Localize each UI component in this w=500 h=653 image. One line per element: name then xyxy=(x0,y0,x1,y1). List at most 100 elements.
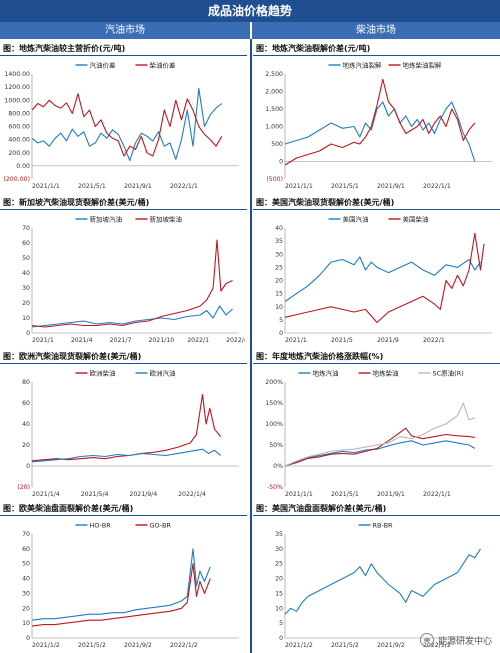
x-tick-label: 2022/1 xyxy=(187,337,209,344)
series-line xyxy=(284,256,481,302)
x-tick-label: 2021/9/2 xyxy=(124,642,152,649)
chart-title: 图：地炼汽柴油裂解价差(元/吨) xyxy=(256,44,371,53)
page-title: 成品油价格趋势 xyxy=(0,0,500,22)
y-tick-label: 0 xyxy=(26,330,30,337)
series-line xyxy=(284,232,485,324)
y-tick-label: 50 xyxy=(22,561,30,568)
y-tick-label: 10 xyxy=(275,304,283,311)
y-tick-label: 30 xyxy=(22,590,30,597)
x-tick-label: 2021/9/1 xyxy=(124,183,152,190)
x-tick-label: 2022/4 xyxy=(226,337,245,344)
x-tick-label: 2021/10 xyxy=(148,337,174,344)
y-tick-label: 20 xyxy=(275,576,283,583)
chart-title: 图：新加坡汽柴油现货裂解价差(美元/桶) xyxy=(3,198,150,207)
section-divider xyxy=(250,39,252,653)
section-diesel: 柴油市场 xyxy=(252,22,500,39)
legend-label: 美国汽油 xyxy=(343,215,369,224)
y-tick-label: 100% xyxy=(265,421,283,428)
series-line xyxy=(31,448,222,463)
y-tick-label: 20 xyxy=(22,605,30,612)
y-tick-label: 500 xyxy=(271,141,283,148)
y-tick-label: 5 xyxy=(279,620,283,627)
y-tick-label: 70 xyxy=(22,531,30,538)
y-tick-label: 10 xyxy=(275,605,283,612)
y-tick-label: 0.00 xyxy=(16,163,30,170)
y-tick-label: 200.00 xyxy=(8,150,30,157)
x-tick-label: 2022/1/1 xyxy=(423,491,451,498)
x-tick-label: 2022/1/2 xyxy=(423,642,451,649)
legend-label: 柴油价差 xyxy=(150,61,177,70)
chart-panel-3: 图：新加坡汽柴油现货裂解价差(美元/桶) 70 60 50 40 30 20 10 0 2021… xyxy=(0,195,247,348)
x-tick-label: 2021/5/1 xyxy=(331,183,359,190)
y-tick-label: 10 xyxy=(22,315,30,322)
x-tick-label: 2021/1 xyxy=(285,337,307,344)
x-tick-label: 2021/9/1 xyxy=(377,183,405,190)
y-tick-label: 0 xyxy=(26,635,30,642)
x-tick-label: 2022/1 xyxy=(423,337,445,344)
y-tick-label: 70 xyxy=(22,225,30,232)
x-tick-label: 2021/5 xyxy=(331,337,353,344)
chart-panel-2: 图：地炼汽柴油裂解价差(元/吨) 2,500 2,000 1,500 1,000 500… xyxy=(253,41,500,194)
y-tick-label: 20 xyxy=(275,278,283,285)
y-tick-label: 20 xyxy=(22,300,30,307)
y-tick-label: 1,000 xyxy=(265,124,283,131)
x-tick-label: 2022/1/2 xyxy=(170,642,198,649)
x-tick-label: 2021/5/2 xyxy=(78,642,106,649)
chart-title: 图：地炼汽柴油较主营折价(元/吨) xyxy=(3,44,126,53)
x-tick-label: 2021/5/1 xyxy=(331,491,359,498)
y-tick-label: 25 xyxy=(275,561,283,568)
legend-label: RB-BR xyxy=(373,522,394,530)
series-line xyxy=(31,305,233,328)
x-tick-label: 2021/1/1 xyxy=(285,491,313,498)
x-tick-label: 2021/5/4 xyxy=(81,491,109,498)
x-tick-label: 2022/1/4 xyxy=(178,491,206,498)
legend-label: 地炼汽油 xyxy=(313,369,339,378)
chart-panel-6: 图：年度地炼汽柴油价格涨跌幅(%) 200% 150% 100% 50% 0% -50% 2… xyxy=(253,349,500,502)
y-tick-label: 5 xyxy=(279,317,283,324)
series-line xyxy=(284,402,475,467)
chart-title: 图：美国汽柴油现货裂解价差(美元/桶) xyxy=(256,198,395,207)
x-tick-label: 2022/1/1 xyxy=(423,183,451,190)
y-tick-label: 2,000 xyxy=(265,89,283,96)
y-tick-label: 80 xyxy=(22,379,30,386)
series-line xyxy=(284,78,476,166)
y-tick-label: (500) xyxy=(266,176,283,183)
x-tick-label: 2021/5/1 xyxy=(78,183,106,190)
chart-svg: 2,500 2,000 1,500 1,000 500 0 (500)2021/1/1 202… xyxy=(265,61,492,190)
chart-title: 图：欧洲汽柴油现货裂解价差(美元/桶) xyxy=(3,352,142,361)
y-tick-label: 30 xyxy=(22,285,30,292)
chart-panel-7: 图：欧美柴油盘面裂解价差(美元/桶) 70 60 50 40 30 20 10 0 2021/1… xyxy=(0,501,247,653)
y-tick-label: 60 xyxy=(22,546,30,553)
chart-title: 图：欧美柴油盘面裂解价差(美元/桶) xyxy=(3,504,134,513)
y-tick-label: 40 xyxy=(22,576,30,583)
y-tick-label: 1,500 xyxy=(265,106,283,113)
y-tick-label: (20) xyxy=(17,484,30,491)
x-tick-label: 2021/9/2 xyxy=(377,642,405,649)
legend-label: SC原油(R) xyxy=(433,369,464,378)
x-tick-label: 2021/9/4 xyxy=(129,491,157,498)
legend-label: 新加坡柴油 xyxy=(150,215,183,224)
y-tick-label: 30 xyxy=(275,251,283,258)
y-tick-label: 1400.00 xyxy=(4,71,30,78)
x-tick-label: 2021/1 xyxy=(32,337,54,344)
y-tick-label: 800.00 xyxy=(8,110,30,117)
legend-label: 地炼柴油裂解 xyxy=(403,61,443,70)
chart-title: 图：美国汽油盘面裂解价差(美元/桶) xyxy=(256,504,387,513)
series-line xyxy=(284,427,475,467)
chart-title: 图：年度地炼汽柴油价格涨跌幅(%) xyxy=(256,352,384,361)
y-tick-label: 1000.00 xyxy=(4,97,30,104)
y-tick-label: 25 xyxy=(275,264,283,271)
series-line xyxy=(31,239,233,328)
y-tick-label: 200% xyxy=(265,379,283,386)
x-tick-label: 2021/7 xyxy=(110,337,132,344)
y-tick-label: 2,500 xyxy=(265,71,283,78)
x-tick-label: 2022/1/1 xyxy=(170,183,198,190)
y-tick-label: 40 xyxy=(22,421,30,428)
x-tick-label: 2021/9/1 xyxy=(377,491,405,498)
y-tick-label: 150% xyxy=(265,400,283,407)
y-tick-label: 50 xyxy=(22,255,30,262)
